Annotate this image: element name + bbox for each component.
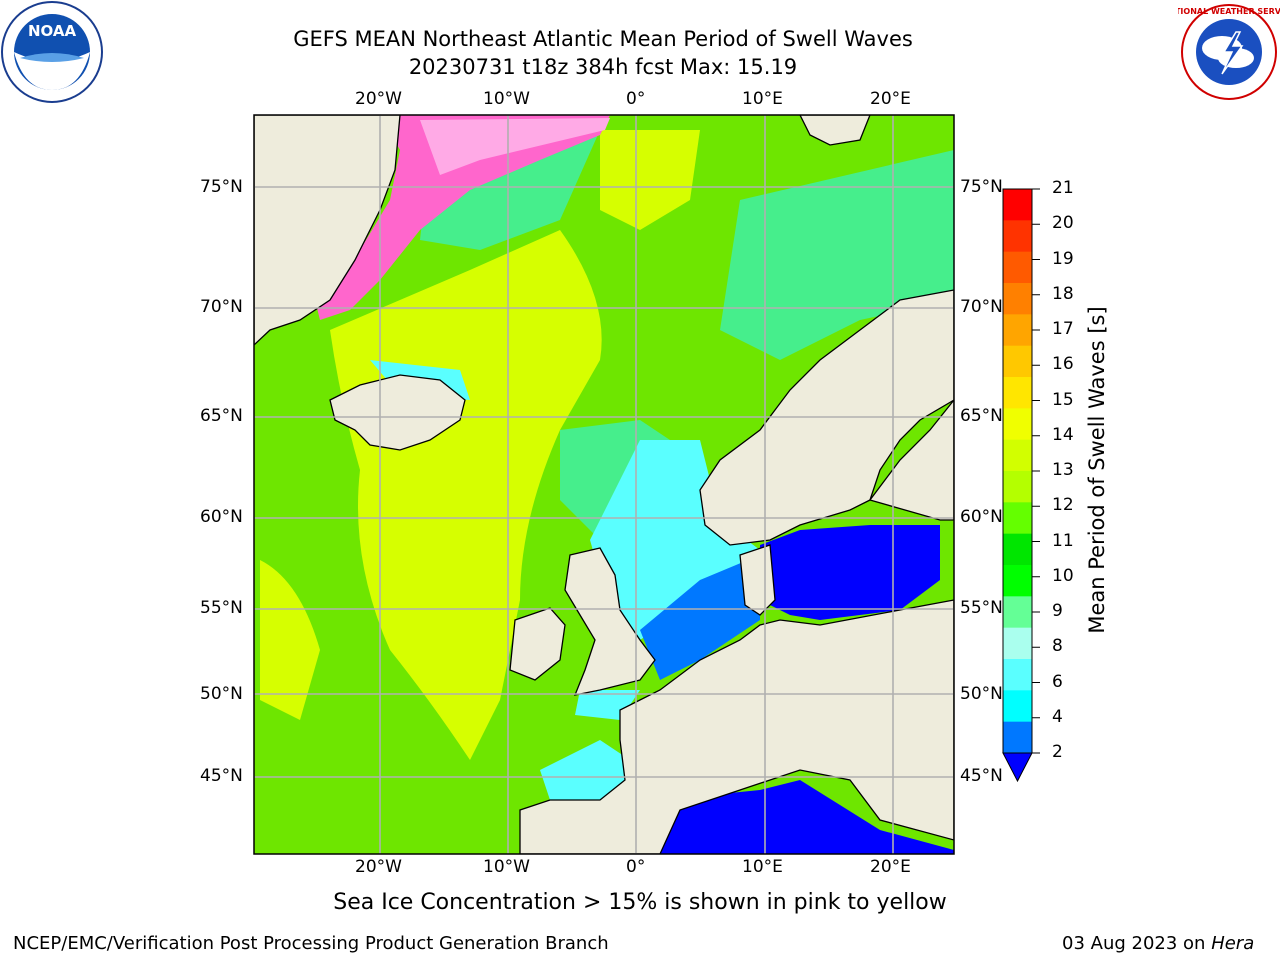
colorbar-segment bbox=[1003, 471, 1032, 503]
lat-label-left-65n: 65°N bbox=[200, 406, 243, 426]
colorbar-segment bbox=[1003, 408, 1032, 441]
colorbar-segment bbox=[1003, 189, 1032, 221]
colorbar-tick-label: 10 bbox=[1052, 565, 1074, 586]
swell-blue-northsea bbox=[640, 555, 760, 680]
colorbar-tick-label: 8 bbox=[1052, 636, 1063, 657]
svg-text:NOAA: NOAA bbox=[28, 22, 77, 40]
colorbar-tick-label: 9 bbox=[1052, 601, 1063, 621]
map-subtitle: 20230731 t18z 384h fcst Max: 15.19 bbox=[408, 55, 798, 79]
colorbar-segment bbox=[1003, 314, 1032, 347]
colorbar-tick-label: 16 bbox=[1052, 354, 1074, 375]
svg-text:NATIONAL WEATHER SERVICE: NATIONAL WEATHER SERVICE bbox=[1178, 7, 1280, 16]
colorbar-segment bbox=[1003, 502, 1032, 535]
graticule bbox=[254, 115, 954, 854]
colorbar-segment bbox=[1003, 251, 1032, 284]
sea-ice-note: Sea Ice Concentration > 15% is shown in … bbox=[333, 890, 947, 915]
footer-producer: NCEP/EMC/Verification Post Processing Pr… bbox=[13, 933, 609, 954]
lon-label-top-20w: 20°W bbox=[355, 89, 402, 109]
lat-label-right-70n: 70°N bbox=[960, 297, 1003, 317]
land-svalbard bbox=[799, 115, 871, 146]
footer-host: Hera bbox=[1211, 933, 1255, 954]
lon-label-top-0: 0° bbox=[626, 89, 646, 109]
colorbar-segment bbox=[1003, 659, 1032, 691]
plot-frame bbox=[253, 114, 955, 855]
sea-ice-greenland bbox=[315, 115, 610, 320]
lat-label-right-65n: 65°N bbox=[960, 406, 1003, 426]
lon-label-bottom-20e: 20°E bbox=[870, 857, 911, 877]
colorbar-tick-label: 2 bbox=[1052, 742, 1063, 762]
colorbar bbox=[1003, 188, 1040, 754]
lon-label-bottom-10e: 10°E bbox=[742, 857, 783, 877]
lon-label-bottom-0: 0° bbox=[626, 857, 646, 877]
lat-label-left-75n: 75°N bbox=[200, 177, 243, 197]
land-finland bbox=[868, 398, 954, 521]
lat-label-left-55n: 55°N bbox=[200, 598, 243, 618]
colorbar-tick-label: 19 bbox=[1052, 248, 1074, 269]
colorbar-tick-label: 17 bbox=[1052, 319, 1074, 339]
swell-yellow-band-3 bbox=[260, 560, 320, 720]
colorbar-tick-label: 11 bbox=[1052, 530, 1074, 551]
baltic-sea bbox=[760, 525, 940, 620]
sea-ice-edge bbox=[420, 118, 610, 175]
lon-label-top-10e: 10°E bbox=[742, 89, 783, 109]
colorbar-segment bbox=[1003, 721, 1032, 754]
swell-blue-mediterranean bbox=[660, 780, 954, 854]
swell-cyan-northsea bbox=[590, 440, 760, 640]
colorbar-tick-label: 12 bbox=[1052, 495, 1074, 516]
nws-logo-icon: NATIONAL WEATHER SERVICE bbox=[1178, 4, 1280, 100]
map-title: GEFS MEAN Northeast Atlantic Mean Period… bbox=[293, 27, 913, 51]
colorbar-segment bbox=[1003, 283, 1032, 315]
lon-label-bottom-10w: 10°W bbox=[483, 857, 530, 877]
swell-cyan-biscay bbox=[540, 740, 630, 800]
lat-label-right-60n: 60°N bbox=[960, 507, 1003, 527]
colorbar-tick-label: 6 bbox=[1052, 671, 1063, 692]
lat-label-left-60n: 60°N bbox=[200, 507, 243, 527]
footer-date-text: 03 Aug 2023 on bbox=[1062, 933, 1206, 954]
colorbar-tick-label: 21 bbox=[1052, 178, 1074, 198]
footer-date: 03 Aug 2023 on Hera bbox=[1062, 933, 1254, 954]
colorbar-segment bbox=[1003, 345, 1032, 378]
colorbar-tick-label: 18 bbox=[1052, 283, 1074, 304]
land-iceland bbox=[329, 374, 466, 451]
lon-label-top-10w: 10°W bbox=[483, 89, 530, 109]
lat-label-right-55n: 55°N bbox=[960, 598, 1003, 618]
swell-yellow-band-2 bbox=[600, 130, 700, 230]
noaa-logo-icon: NOAA bbox=[1, 1, 103, 103]
colorbar-extend-triangle bbox=[1002, 752, 1033, 783]
colorbar-segment bbox=[1003, 627, 1032, 660]
land-continental-europe bbox=[519, 599, 954, 854]
lat-label-right-75n: 75°N bbox=[960, 177, 1003, 197]
lon-label-top-20e: 20°E bbox=[870, 89, 911, 109]
colorbar-segment bbox=[1003, 220, 1032, 253]
colorbar-segment bbox=[1003, 533, 1032, 566]
land-greenland bbox=[254, 115, 401, 346]
land-jutland bbox=[739, 544, 776, 616]
lat-label-right-50n: 50°N bbox=[960, 684, 1003, 704]
lon-label-bottom-20w: 20°W bbox=[355, 857, 402, 877]
colorbar-tick-label: 14 bbox=[1052, 424, 1074, 445]
land-ireland bbox=[509, 607, 566, 681]
colorbar-segment bbox=[1003, 377, 1032, 409]
lat-label-left-45n: 45°N bbox=[200, 766, 243, 786]
colorbar-segment bbox=[1003, 596, 1032, 629]
swell-yellow-band bbox=[330, 230, 602, 760]
colorbar-segment bbox=[1003, 565, 1032, 597]
lat-label-right-45n: 45°N bbox=[960, 766, 1003, 786]
lat-label-left-50n: 50°N bbox=[200, 684, 243, 704]
colorbar-segment bbox=[1003, 690, 1032, 723]
colorbar-segment bbox=[1003, 439, 1032, 472]
colorbar-tick-label: 4 bbox=[1052, 706, 1063, 727]
colorbar-title: Mean Period of Swell Waves [s] bbox=[1085, 306, 1109, 634]
colorbar-tick-label: 20 bbox=[1052, 213, 1074, 234]
land-great-britain bbox=[564, 547, 656, 696]
lat-label-left-70n: 70°N bbox=[200, 297, 243, 317]
colorbar-tick-label: 15 bbox=[1052, 389, 1074, 410]
colorbar-tick-label: 13 bbox=[1052, 460, 1074, 480]
